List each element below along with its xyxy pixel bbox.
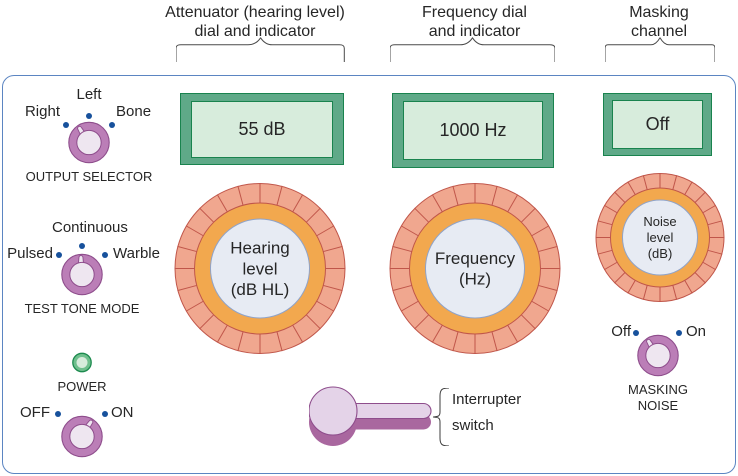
svg-text:Noiselevel(dB): Noise level (dB) (643, 214, 676, 261)
